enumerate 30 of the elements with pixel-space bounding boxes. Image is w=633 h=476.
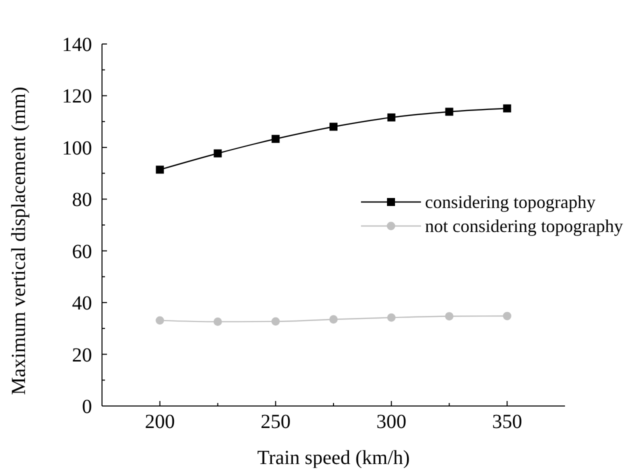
point: [329, 315, 338, 324]
point: [271, 317, 280, 326]
point: [502, 312, 512, 320]
y-tick-label: 20: [72, 344, 92, 366]
point: [503, 104, 512, 112]
point: [214, 149, 222, 158]
point: [330, 122, 338, 131]
y-axis-title: Maximum vertical displacement (mm): [8, 86, 30, 395]
x-tick-label: 300: [376, 411, 406, 433]
legend-label: not considering topography: [425, 216, 623, 236]
point: [387, 313, 396, 322]
x-tick-label: 200: [144, 411, 175, 433]
point: [156, 316, 164, 325]
point: [445, 108, 454, 116]
y-tick-label: 40: [72, 292, 92, 315]
point: [387, 113, 396, 122]
x-tick-label: 350: [492, 411, 522, 433]
x-tick-label: 250: [260, 411, 291, 433]
y-tick-label: 120: [62, 86, 92, 108]
legend-label: considering topography: [425, 192, 596, 212]
point: [214, 318, 222, 326]
point: [272, 134, 280, 143]
y-tick-label: 100: [62, 137, 92, 160]
x-axis-title: Train speed (km/h): [257, 447, 410, 469]
y-tick-label: 0: [82, 396, 92, 418]
y-tick-label: 140: [62, 34, 92, 56]
point: [445, 312, 454, 320]
y-tick-label: 80: [72, 189, 92, 212]
y-tick-label: 60: [72, 240, 92, 263]
point: [156, 166, 164, 174]
